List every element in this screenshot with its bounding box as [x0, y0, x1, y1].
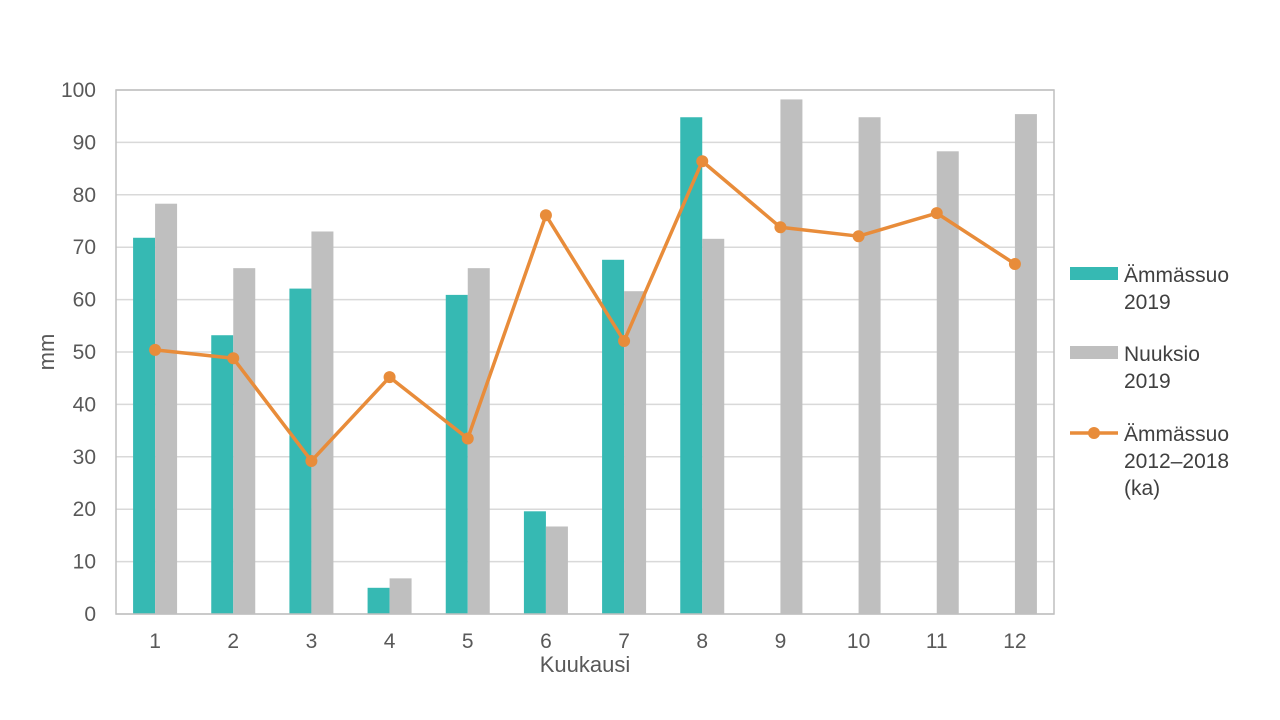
- legend-label: Ämmässuo: [1124, 423, 1229, 446]
- x-tick-label: 10: [847, 630, 870, 653]
- x-tick-label: 1: [149, 630, 161, 653]
- legend-marker: [1088, 427, 1100, 439]
- x-tick-label: 9: [775, 630, 787, 653]
- legend-label: 2019: [1124, 291, 1171, 314]
- bars: [133, 99, 1037, 615]
- y-tick-label: 50: [73, 341, 96, 364]
- line-point-month-3: [305, 454, 318, 467]
- y-tick-label: 80: [73, 184, 96, 207]
- plot-area-frame: [115, 89, 1055, 615]
- y-tick-label: 70: [73, 236, 96, 259]
- line-point-month-2: [227, 352, 240, 365]
- bar-series1-month-5: [445, 294, 468, 614]
- x-tick-label: 4: [384, 630, 396, 653]
- x-tick-label: 3: [306, 630, 318, 653]
- legend: Ämmässuo 2019 Nuuksio 2019 Ämmässuo 2012–2018…: [1070, 264, 1229, 500]
- y-tick-label: 0: [84, 603, 96, 626]
- y-tick-label: 100: [61, 79, 96, 102]
- line-point-month-4: [383, 371, 396, 384]
- x-tick-label: 12: [1003, 630, 1026, 653]
- x-axis-ticks: 1 2 3 4 5 6 7 8 9 10 11 12: [149, 630, 1026, 653]
- legend-label: (ka): [1124, 477, 1160, 500]
- line-point-month-1: [149, 343, 162, 356]
- line-point-month-10: [852, 230, 865, 243]
- line-series-path: [154, 159, 1016, 463]
- bar-series1-month-7: [602, 259, 625, 614]
- y-tick-label: 30: [73, 446, 96, 469]
- bar-series1-month-6: [523, 511, 546, 614]
- bar-series2-month-3: [311, 231, 334, 615]
- bar-series1-month-8: [680, 117, 703, 615]
- x-tick-label: 11: [926, 630, 948, 653]
- legend-label: 2019: [1124, 370, 1171, 393]
- x-tick-label: 8: [696, 630, 708, 653]
- line-point-month-12: [1008, 257, 1021, 270]
- legend-swatch: [1070, 346, 1118, 359]
- x-tick-label: 7: [618, 630, 630, 653]
- legend-label: Ämmässuo: [1124, 264, 1229, 287]
- y-axis-ticks: 0 10 20 30 40 50 60 70 80 90 100: [61, 79, 96, 626]
- bar-series2-month-10: [858, 117, 881, 615]
- legend-label: 2012–2018: [1124, 450, 1229, 473]
- y-tick-label: 60: [73, 289, 96, 312]
- line-point-month-6: [539, 209, 552, 222]
- x-tick-label: 5: [462, 630, 474, 653]
- y-axis-title: mm: [34, 334, 59, 371]
- bar-series2-month-4: [389, 578, 412, 614]
- y-tick-label: 90: [73, 131, 96, 154]
- bar-series2-month-7: [624, 291, 647, 614]
- bar-series2-month-12: [1014, 114, 1037, 614]
- bar-series1-month-1: [133, 237, 156, 614]
- line-point-month-7: [618, 334, 631, 347]
- y-tick-label: 10: [73, 551, 96, 574]
- legend-label: Nuuksio: [1124, 343, 1200, 366]
- line-point-month-11: [930, 207, 943, 220]
- x-tick-label: 2: [227, 630, 239, 653]
- line-point-month-5: [461, 432, 474, 445]
- y-tick-label: 40: [73, 393, 96, 416]
- bar-series1-month-2: [211, 335, 234, 614]
- bar-series1-month-4: [367, 587, 390, 614]
- line-point-month-9: [774, 221, 787, 234]
- x-axis-title: Kuukausi: [540, 652, 631, 677]
- bar-series2-month-1: [155, 203, 178, 614]
- bar-series2-month-9: [780, 99, 803, 614]
- y-tick-label: 20: [73, 498, 96, 521]
- bar-series2-month-8: [702, 238, 725, 615]
- bar-series2-month-2: [233, 268, 256, 614]
- line-point-month-8: [696, 155, 709, 168]
- bar-series1-month-3: [289, 288, 312, 614]
- gridlines: [116, 89, 1054, 615]
- bar-series2-month-5: [467, 268, 490, 614]
- x-tick-label: 6: [540, 630, 552, 653]
- legend-swatch: [1070, 267, 1118, 280]
- bar-series2-month-6: [545, 526, 568, 614]
- line-series: [149, 155, 1021, 467]
- bar-series2-month-11: [936, 151, 959, 615]
